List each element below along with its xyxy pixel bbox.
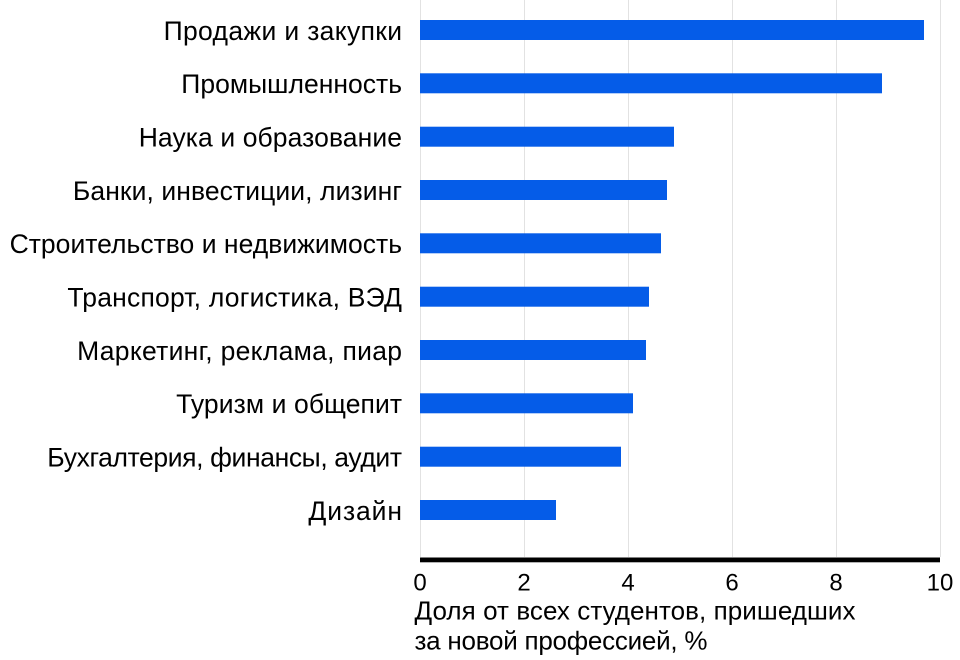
- svg-text:Доля от всех студентов, пришед: Доля от всех студентов, пришедших: [415, 595, 856, 625]
- svg-text:Продажи и закупки: Продажи и закупки: [164, 16, 402, 46]
- svg-text:Транспорт, логистика, ВЭД: Транспорт, логистика, ВЭД: [67, 283, 402, 313]
- svg-text:6: 6: [725, 570, 738, 597]
- svg-text:2: 2: [517, 570, 530, 597]
- svg-text:Дизайн: Дизайн: [308, 496, 402, 526]
- svg-text:8: 8: [829, 570, 842, 597]
- svg-text:Наука и образование: Наука и образование: [139, 123, 402, 153]
- svg-text:Маркетинг, реклама, пиар: Маркетинг, реклама, пиар: [77, 336, 402, 366]
- svg-text:0: 0: [413, 570, 426, 597]
- svg-text:Банки, инвестиции, лизинг: Банки, инвестиции, лизинг: [73, 176, 402, 206]
- svg-text:Бухгалтерия, финансы, аудит: Бухгалтерия, финансы, аудит: [47, 443, 402, 473]
- svg-text:10: 10: [927, 570, 954, 597]
- svg-text:Строительство и недвижимость: Строительство и недвижимость: [10, 229, 402, 259]
- svg-text:Туризм и общепит: Туризм и общепит: [176, 389, 402, 419]
- svg-text:Промышленность: Промышленность: [181, 69, 402, 99]
- svg-text:4: 4: [621, 570, 634, 597]
- svg-text:за новой профессией, %: за новой профессией, %: [415, 626, 708, 656]
